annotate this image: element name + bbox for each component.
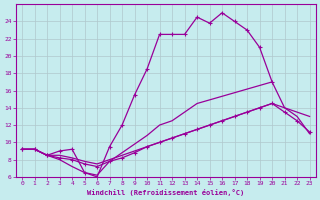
X-axis label: Windchill (Refroidissement éolien,°C): Windchill (Refroidissement éolien,°C) <box>87 189 244 196</box>
